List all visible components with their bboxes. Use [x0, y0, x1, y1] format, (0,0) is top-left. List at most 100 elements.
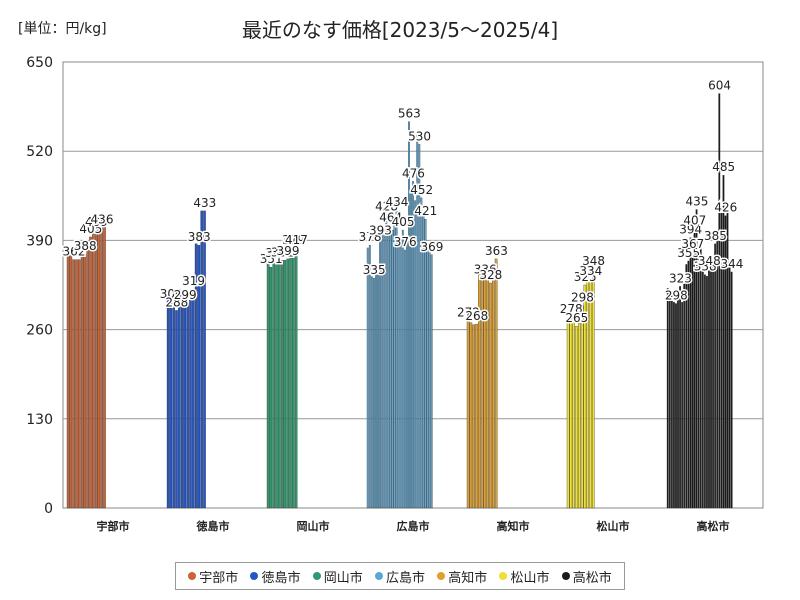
bar	[377, 269, 379, 509]
x-tick-label: 徳島市	[196, 519, 230, 533]
bar	[401, 229, 404, 509]
bar	[192, 288, 195, 509]
bar	[389, 225, 392, 509]
data-label: 452	[410, 183, 433, 197]
bar	[422, 214, 425, 509]
bar	[83, 253, 87, 509]
legend-item: 松山市	[499, 567, 550, 586]
bar	[483, 277, 487, 509]
data-label: 360	[265, 246, 288, 260]
bar-chart: 0 130 260 390 520 650 宇部市 徳島市 岡山市 広島市 高知市 松山市 高松市 362…	[26, 55, 764, 533]
data-label: 394	[679, 223, 702, 237]
bar	[566, 319, 570, 509]
bar	[166, 298, 170, 509]
bar	[292, 247, 295, 509]
legend-marker-icon	[374, 572, 383, 580]
bar	[172, 305, 175, 509]
bar	[366, 247, 369, 509]
bar	[466, 320, 470, 509]
legend-item: 広島市	[374, 567, 425, 586]
legend-marker-icon	[188, 572, 197, 580]
bar	[710, 271, 712, 509]
legend-marker-icon	[250, 572, 259, 580]
legend-item: 高知市	[437, 567, 487, 586]
data-label: 417	[285, 233, 308, 247]
data-label: 385	[704, 229, 727, 243]
bar	[583, 284, 587, 509]
data-label: 325	[574, 270, 597, 284]
data-label: 476	[402, 166, 425, 180]
bar	[722, 175, 725, 509]
bar	[701, 264, 704, 509]
bar	[178, 305, 181, 509]
unit-label: [単位：円/kg]	[18, 21, 107, 37]
bar	[426, 247, 429, 509]
y-tick-label: 260	[26, 323, 53, 339]
bar	[703, 274, 706, 509]
data-label: 383	[188, 230, 211, 244]
y-tick-label: 520	[26, 144, 53, 160]
legend-item: 宇部市	[188, 567, 238, 586]
bar	[569, 317, 573, 509]
bar	[472, 324, 475, 509]
bar	[720, 212, 723, 509]
bar	[418, 144, 421, 509]
bar	[408, 121, 410, 509]
bar	[586, 274, 589, 509]
bar	[572, 319, 575, 509]
bar	[275, 260, 278, 509]
x-tick-label: 松山市	[597, 519, 630, 533]
data-label: 563	[398, 107, 421, 121]
x-tick-label: 高知市	[497, 519, 530, 533]
bar	[399, 241, 402, 509]
legend-item: 徳島市	[250, 567, 301, 586]
bar	[580, 305, 584, 509]
x-tick-label: 広島市	[397, 519, 430, 533]
data-label: 351	[260, 252, 283, 266]
bar	[75, 259, 78, 509]
legend-marker-icon	[437, 572, 446, 580]
legend-label: 岡山市	[323, 570, 363, 586]
x-tick-label: 岡山市	[297, 519, 330, 533]
bar	[368, 245, 371, 509]
x-tick-label: 高松市	[697, 519, 730, 533]
bar	[370, 276, 373, 509]
bar	[283, 260, 287, 509]
bar	[578, 323, 581, 509]
bar	[410, 192, 412, 509]
bar	[666, 288, 669, 509]
bar	[575, 325, 578, 509]
data-label: 407	[683, 214, 706, 228]
bar	[695, 209, 698, 509]
bar	[670, 295, 673, 509]
data-label: 298	[665, 289, 688, 303]
data-label: 369	[421, 240, 444, 254]
bar	[414, 200, 417, 509]
bar	[66, 250, 70, 509]
y-tick-label: 650	[26, 55, 53, 71]
bar	[697, 256, 700, 509]
bar	[708, 269, 710, 509]
data-label: 363	[485, 244, 508, 258]
data-label: 362	[63, 245, 86, 259]
bar	[424, 218, 427, 509]
bar	[266, 260, 270, 509]
data-label: 436	[91, 212, 114, 226]
data-label: 399	[277, 244, 300, 258]
bar	[589, 278, 592, 509]
chart-title: 最近のなす価格[2023/5～2025/4]	[241, 18, 559, 42]
bar	[373, 277, 375, 509]
y-tick-label: 390	[26, 233, 53, 249]
bar	[420, 197, 423, 509]
data-label: 428	[375, 199, 398, 213]
legend-marker-icon	[561, 572, 570, 580]
data-label: 379	[282, 233, 305, 247]
bar	[469, 322, 473, 509]
bar	[100, 227, 103, 509]
bar	[478, 274, 481, 509]
data-label: 378	[359, 230, 382, 244]
bar	[687, 260, 690, 509]
bar	[681, 301, 684, 509]
data-label: 434	[385, 195, 408, 209]
data-label: 421	[414, 204, 437, 218]
